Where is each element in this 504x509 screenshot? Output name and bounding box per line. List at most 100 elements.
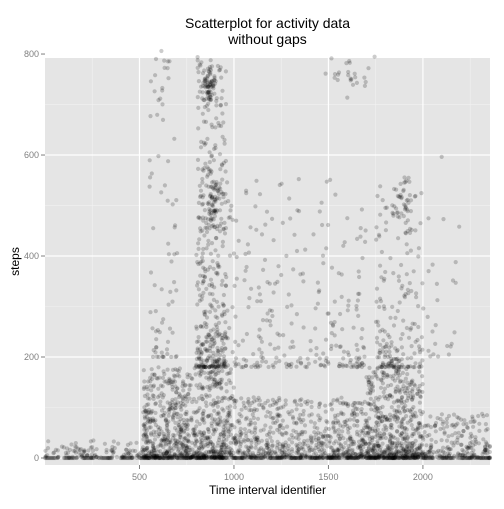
data-point — [252, 455, 257, 461]
data-point — [225, 180, 230, 185]
data-point — [364, 375, 369, 380]
data-point — [69, 455, 74, 461]
data-point — [213, 248, 218, 253]
data-point — [142, 455, 147, 461]
data-point — [221, 455, 226, 461]
data-point — [425, 433, 430, 439]
data-point — [453, 431, 458, 436]
data-point — [441, 217, 446, 222]
data-point — [213, 383, 218, 388]
data-point — [189, 453, 194, 458]
data-point — [202, 311, 207, 316]
data-point — [483, 447, 488, 452]
data-point — [222, 441, 227, 446]
data-point — [184, 443, 189, 448]
data-point — [200, 111, 205, 116]
data-point — [212, 74, 217, 79]
data-point — [258, 446, 264, 451]
data-point — [141, 437, 146, 442]
data-point — [215, 379, 220, 384]
data-point — [212, 208, 217, 213]
data-point — [481, 455, 486, 461]
data-point — [91, 455, 96, 460]
data-point — [112, 446, 117, 451]
data-point — [43, 454, 48, 459]
data-point — [211, 455, 216, 460]
data-point — [140, 449, 145, 454]
data-point — [409, 344, 414, 349]
data-point — [377, 348, 382, 353]
data-point — [210, 305, 215, 310]
data-point — [176, 431, 181, 436]
data-point — [159, 350, 164, 355]
data-point — [393, 455, 398, 461]
data-point — [356, 455, 361, 460]
data-point — [166, 302, 171, 307]
data-point — [203, 119, 209, 124]
y-tick-label: 400 — [24, 251, 39, 261]
data-point — [83, 455, 88, 461]
data-point — [307, 455, 312, 461]
data-point — [185, 455, 190, 461]
data-point — [317, 288, 322, 293]
data-point — [407, 455, 412, 461]
data-point — [333, 455, 338, 461]
data-point — [335, 455, 340, 461]
data-point — [80, 453, 85, 458]
data-point — [252, 421, 258, 426]
data-point — [180, 444, 185, 449]
data-point — [211, 158, 216, 163]
data-point — [213, 185, 218, 190]
data-point — [378, 212, 383, 217]
data-point — [361, 438, 366, 443]
data-point — [274, 355, 279, 360]
data-point — [413, 361, 418, 366]
data-point — [202, 420, 207, 425]
data-point — [255, 455, 260, 461]
data-point — [433, 429, 438, 434]
data-point — [151, 429, 156, 434]
data-point — [111, 449, 116, 455]
data-point — [346, 298, 351, 303]
data-point — [154, 345, 159, 350]
data-point — [105, 455, 110, 461]
data-point — [202, 370, 207, 375]
data-point — [405, 356, 410, 361]
data-point — [66, 455, 71, 461]
data-point — [213, 331, 218, 336]
data-point — [169, 354, 174, 360]
data-point — [207, 70, 212, 75]
data-point — [232, 405, 237, 410]
data-point — [320, 435, 326, 440]
data-point — [270, 216, 275, 221]
data-point — [170, 330, 175, 335]
data-point — [209, 122, 214, 127]
data-point — [225, 363, 231, 368]
data-point — [355, 423, 360, 428]
data-point — [205, 426, 210, 432]
data-point — [477, 421, 482, 426]
data-point — [184, 452, 189, 457]
data-point — [265, 311, 270, 316]
data-point — [97, 455, 102, 461]
data-point — [359, 406, 364, 412]
data-point — [382, 329, 387, 334]
data-point — [289, 455, 294, 461]
data-point — [405, 229, 410, 234]
data-point — [165, 455, 170, 461]
data-point — [175, 448, 181, 454]
data-point — [194, 399, 199, 404]
data-point — [314, 346, 319, 351]
data-point — [442, 453, 447, 458]
data-point — [303, 364, 308, 369]
data-point — [346, 73, 351, 78]
data-point — [148, 454, 154, 459]
data-point — [327, 440, 332, 445]
data-point — [187, 387, 192, 392]
data-point — [192, 433, 197, 438]
data-point — [292, 455, 297, 461]
data-point — [236, 343, 241, 348]
data-point — [152, 372, 157, 378]
data-point — [211, 452, 216, 457]
data-point — [217, 68, 222, 73]
